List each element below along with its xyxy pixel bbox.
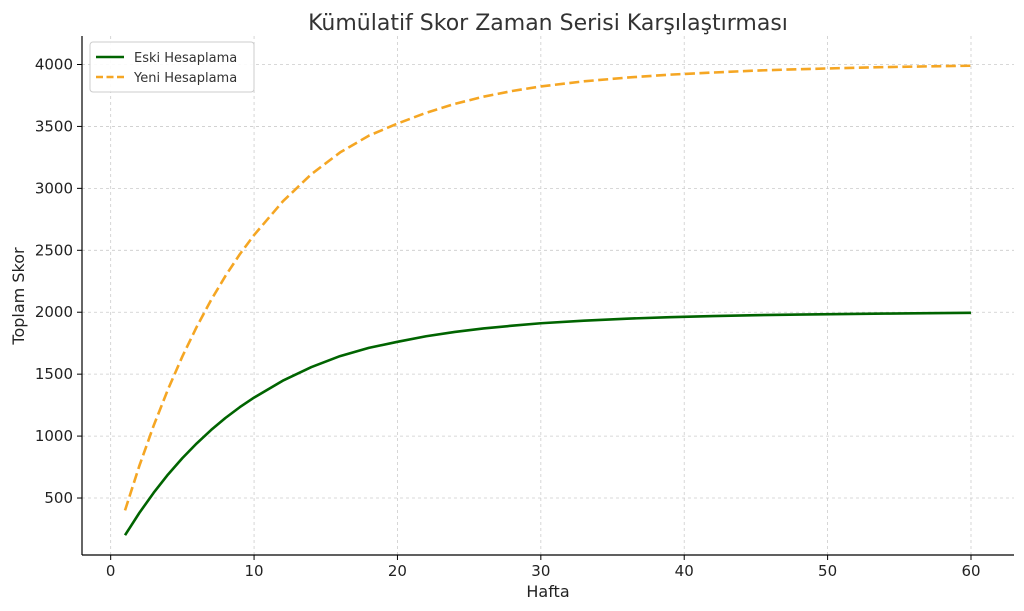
legend-label: Yeni Hesaplama	[133, 71, 237, 86]
series-line-yeni-hesaplama	[123, 64, 971, 511]
y-tick-label: 1000	[35, 427, 73, 445]
legend-label: Eski Hesaplama	[134, 51, 237, 66]
x-tick-label: 20	[388, 562, 407, 580]
legend-box	[89, 41, 255, 93]
legend: Eski Hesaplama Yeni Hesaplama	[89, 41, 255, 93]
chart-title: Kümülatif Skor Zaman Serisi Karşılaştırm…	[308, 11, 788, 36]
y-tick-label: 4000	[35, 55, 73, 73]
y-tick-label: 2000	[35, 303, 73, 321]
x-tick-label: 0	[106, 562, 116, 580]
axes: 0 10 20 30 40 50 60 500 1000 1500 2000 2500 3000 3500…	[35, 36, 1014, 580]
y-axis-label: Toplam Skor	[9, 247, 28, 346]
x-tick-label: 30	[531, 562, 550, 580]
y-tick-label: 2500	[35, 241, 73, 259]
x-tick-label: 40	[675, 562, 694, 580]
x-axis-label: Hafta	[526, 582, 569, 601]
y-tick-label: 1500	[35, 365, 73, 383]
y-tick-label: 3000	[35, 179, 73, 197]
grid	[82, 36, 1014, 555]
x-tick-label: 50	[818, 562, 837, 580]
y-tick-label: 3500	[35, 117, 73, 135]
x-tick-label: 10	[245, 562, 264, 580]
series-line-eski-hesaplama	[123, 311, 971, 536]
y-tick-label: 500	[44, 489, 73, 507]
x-tick-label: 60	[961, 562, 980, 580]
series-layer	[123, 64, 971, 536]
